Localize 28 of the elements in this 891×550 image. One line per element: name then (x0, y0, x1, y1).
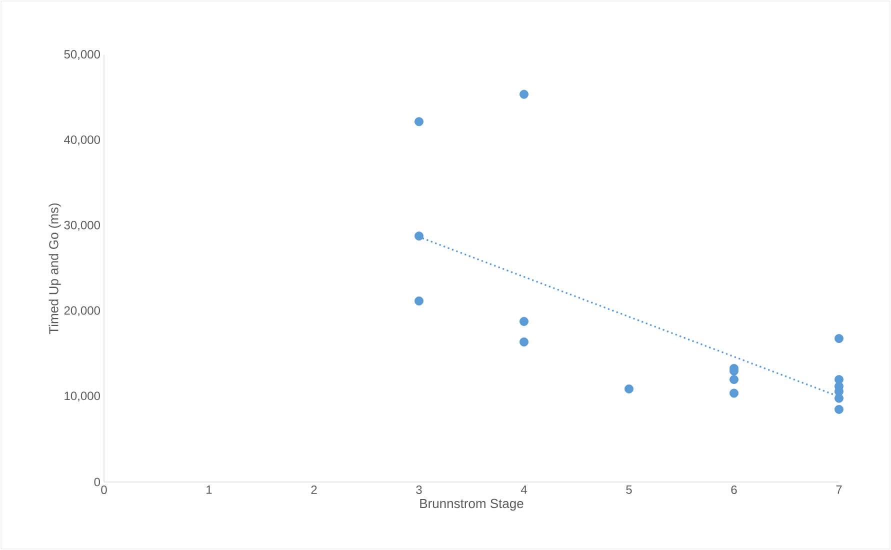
x-tick-label: 3 (416, 486, 422, 494)
x-tick-label: 6 (731, 486, 737, 494)
x-tick-label: 5 (626, 486, 632, 494)
y-tick-label: 50,000 (64, 50, 100, 60)
x-tick-label: 2 (311, 486, 317, 494)
y-tick-label: 30,000 (64, 220, 100, 231)
x-tick-label: 7 (836, 486, 842, 494)
point (414, 232, 424, 241)
x-axis-title: Brunnstrom Stage (420, 498, 524, 511)
y-tick-label: 10,000 (64, 392, 100, 402)
point (414, 117, 424, 126)
point (624, 384, 634, 394)
y-tick-label: 20,000 (64, 306, 100, 316)
point (520, 90, 528, 99)
point (729, 388, 738, 398)
point (834, 404, 844, 414)
point (414, 296, 424, 306)
x-tick-label: 4 (520, 486, 527, 494)
x-tick-label: 0 (101, 486, 107, 494)
y-tick-label: 0 (94, 478, 100, 486)
point (834, 394, 844, 403)
point (834, 334, 844, 344)
point (520, 337, 528, 346)
y-tick-label: 40,000 (64, 135, 100, 146)
y-axis-title: Timed Up and Go (ms) (48, 203, 61, 334)
x-tick-label: 1 (206, 486, 212, 494)
point (520, 316, 528, 326)
point (729, 375, 738, 384)
